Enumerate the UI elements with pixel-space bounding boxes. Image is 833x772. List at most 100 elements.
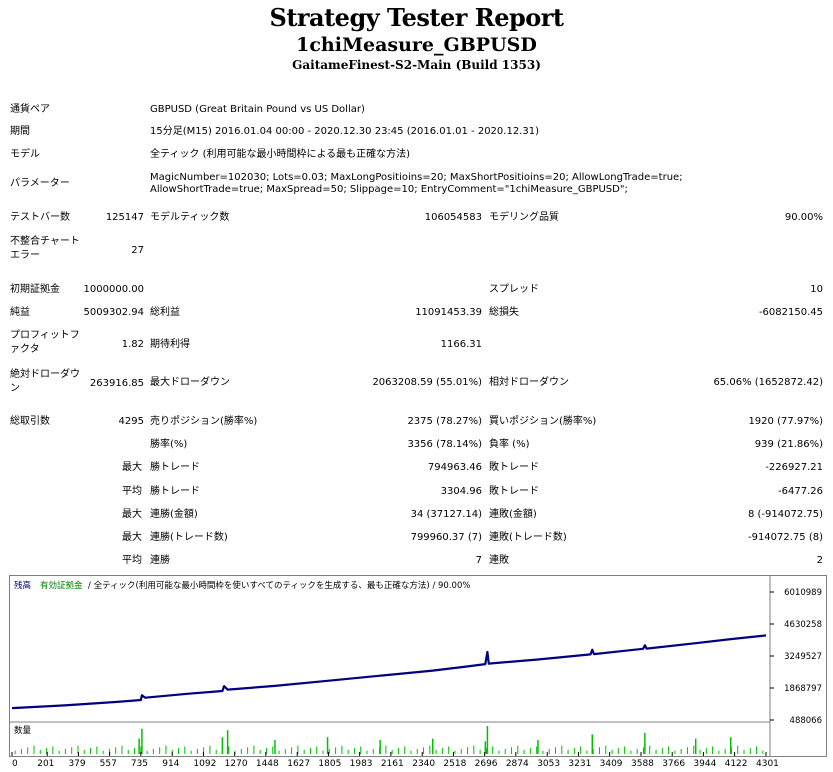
avg-loss-value: -6477.26 [778, 486, 823, 497]
bars-label: テストバー数 [10, 212, 70, 223]
consec-profit-label: 連勝(トレード数) [150, 532, 228, 543]
params-label: パラメーター [10, 178, 70, 189]
x-tick-label: 4122 [724, 759, 748, 769]
gross-profit-value: 11091453.39 [415, 307, 482, 318]
legend-details: / 全ティック(利用可能な最小時間枠を使いすべてのティックを生成する、最も正確な… [88, 580, 470, 591]
profit-factor-value: 1.82 [121, 339, 144, 350]
avg-win-value: 3304.96 [440, 486, 482, 497]
x-tick-label: 1092 [193, 759, 217, 769]
avg-consec-loss-label: 連敗 [489, 555, 509, 566]
deposit-label: 初期証拠金 [10, 284, 60, 295]
maximum-label-1: 最大 [122, 509, 142, 520]
consec-loss-amount-label: 連敗(金額) [489, 509, 537, 520]
model-value: 全ティック (利用可能な最小時間枠による最も正確な方法) [150, 149, 411, 160]
net-profit-label: 純益 [10, 307, 30, 318]
loss-rate-label: 負率 (%) [489, 439, 530, 450]
symbol-value: GBPUSD (Great Britain Pound vs US Dollar… [150, 104, 365, 115]
x-tick-label: 3588 [631, 759, 654, 769]
expert-name: 1chiMeasure_GBPUSD [296, 34, 537, 56]
x-tick-label: 2696 [474, 759, 498, 769]
avg-consec-win-value: 7 [475, 555, 482, 566]
y-tick-label: 1868797 [784, 684, 822, 694]
largest-label: 最大 [122, 462, 142, 473]
y-tick-label: 6010989 [784, 588, 822, 598]
y-tick-label: 4630258 [784, 620, 822, 630]
total-trades-label: 総取引数 [10, 416, 50, 427]
quality-value: 90.00% [784, 212, 823, 223]
server-name: GaitameFinest-S2-Main (Build 1353) [292, 58, 541, 72]
total-trades-value: 4295 [118, 416, 144, 427]
average-label: 平均 [122, 486, 142, 497]
short-positions-label: 売りポジション(勝率%) [150, 416, 258, 427]
y-tick-label: 488066 [790, 716, 822, 726]
long-positions-value: 1920 (77.97%) [748, 416, 823, 427]
abs-dd-label: 絶対ドローダウン [10, 369, 80, 394]
max-dd-label: 最大ドローダウン [150, 377, 230, 388]
x-tick-label: 2161 [380, 759, 404, 769]
balance-chart-svg: 残高 有効証拠金 / 全ティック(利用可能な最小時間枠を使いすべてのティックを生… [10, 576, 822, 756]
volume-label: 数量 [14, 725, 32, 736]
x-tick-label: 2518 [443, 759, 467, 769]
consec-win-amount-label: 連勝(金額) [150, 509, 198, 520]
params-value: MagicNumber=102030; Lots=0.03; MaxLongPo… [150, 172, 683, 195]
x-tick-label: 557 [99, 759, 117, 769]
consec-loss-amount-value: 8 (-914072.75) [747, 509, 823, 520]
consec-loss-count-label: 連敗(トレード数) [489, 532, 567, 543]
spread-label: スプレッド [489, 284, 539, 295]
x-tick-label: 3409 [599, 759, 623, 769]
x-tick-label: 0 [12, 759, 18, 769]
rel-dd-label: 相対ドローダウン [489, 377, 569, 388]
balance-series-line [11, 634, 767, 710]
net-profit-value: 5009302.94 [83, 307, 144, 318]
consec-loss-count-value: -914072.75 (8) [747, 532, 823, 543]
symbol-label: 通貨ペア [10, 104, 50, 115]
loss-rate-value: 939 (21.86%) [754, 439, 823, 450]
x-tick-label: 1805 [318, 759, 342, 769]
average-label-2: 平均 [122, 555, 142, 566]
avg-loss-label: 敗トレード [489, 486, 539, 497]
bars-value: 125147 [105, 212, 144, 223]
gross-loss-value: -6082150.45 [758, 307, 823, 318]
x-tick-label: 3766 [662, 759, 686, 769]
gross-loss-label: 総損失 [489, 307, 519, 318]
x-tick-label: 1983 [349, 759, 373, 769]
balance-chart: 残高 有効証拠金 / 全ティック(利用可能な最小時間枠を使いすべてのティックを生… [9, 575, 827, 757]
x-tick-label: 2340 [412, 759, 436, 769]
ticks-label: モデルティック数 [150, 212, 230, 223]
ticks-value: 106054583 [424, 212, 482, 223]
avg-win-label: 勝トレード [150, 486, 200, 497]
rel-dd-value: 65.06% (1652872.42) [713, 377, 823, 388]
largest-win-value: 794963.46 [427, 462, 482, 473]
x-tick-label: 379 [68, 759, 86, 769]
x-tick-label: 3053 [537, 759, 561, 769]
consec-win-amount-value: 34 (37127.14) [410, 509, 482, 520]
largest-loss-value: -226927.21 [765, 462, 823, 473]
avg-consec-loss-value: 2 [816, 555, 823, 566]
x-tick-label: 1627 [287, 759, 311, 769]
deposit-value: 1000000.00 [83, 284, 144, 295]
model-label: モデル [10, 149, 40, 160]
win-rate-label: 勝率(%) [150, 439, 188, 450]
x-tick-label: 1270 [224, 759, 248, 769]
x-tick-label: 201 [37, 759, 55, 769]
short-positions-value: 2375 (78.27%) [407, 416, 482, 427]
profit-factor-label: プロフィットファクタ [10, 330, 80, 355]
period-value: 15分足(M15) 2016.01.04 00:00 - 2020.12.30 … [150, 126, 539, 137]
long-positions-label: 買いポジション(勝率%) [489, 416, 597, 427]
consec-profit-value: 799960.37 (7) [410, 532, 482, 543]
x-tick-label: 735 [130, 759, 149, 769]
x-tick-label: 914 [162, 759, 180, 769]
x-tick-label: 1448 [255, 759, 279, 769]
mismatch-value: 27 [131, 245, 144, 256]
y-tick-label: 3249527 [784, 652, 822, 662]
quality-label: モデリング品質 [489, 212, 559, 223]
x-tick-label: 3231 [568, 759, 592, 769]
largest-loss-label: 敗トレード [489, 462, 539, 473]
period-label: 期間 [10, 126, 30, 137]
avg-consec-win-label: 連勝 [150, 555, 170, 566]
expected-payoff-value: 1166.31 [440, 339, 482, 350]
abs-dd-value: 263916.85 [89, 378, 144, 389]
x-tick-label: 3944 [693, 759, 717, 769]
max-dd-value: 2063208.59 (55.01%) [372, 377, 482, 388]
mismatch-label: 不整合チャートエラー [10, 236, 80, 261]
